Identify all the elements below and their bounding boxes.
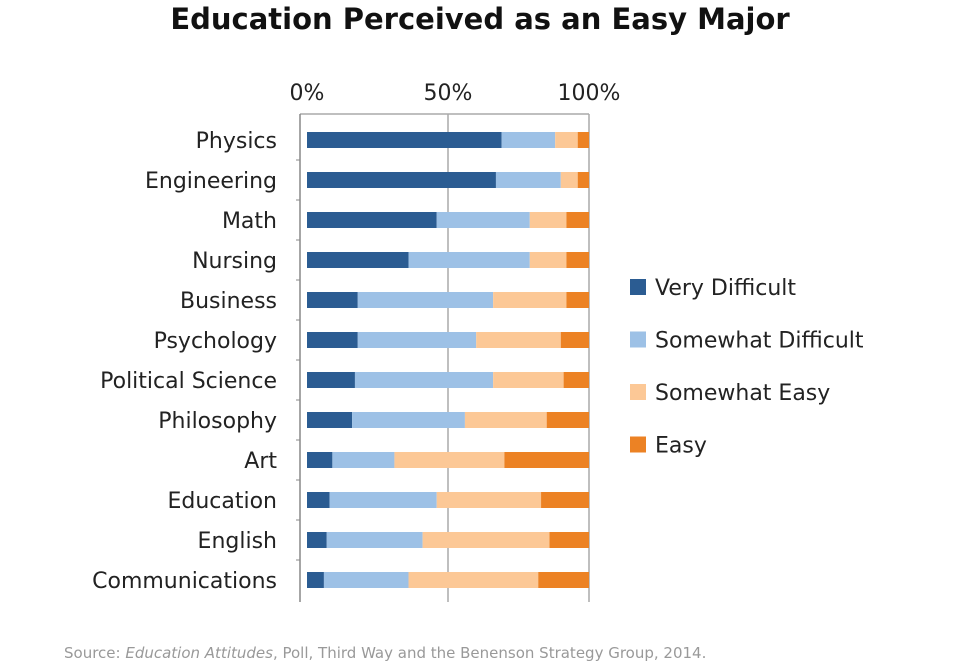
bar-very-difficult (307, 572, 324, 588)
bar-somewhat-difficult (357, 332, 477, 348)
bar-very-difficult (307, 172, 496, 188)
category-label: Political Science (100, 369, 277, 394)
bar-very-difficult (307, 292, 358, 308)
source-note: Source: Education Attitudes, Poll, Third… (64, 644, 707, 662)
bar-easy (566, 212, 589, 228)
category-label: Engineering (145, 169, 277, 194)
bar-somewhat-difficult (354, 372, 494, 388)
bar-very-difficult (307, 532, 327, 548)
category-label: Nursing (192, 249, 277, 274)
bar-easy (577, 132, 589, 148)
bar-somewhat-difficult (495, 172, 561, 188)
legend-swatch (630, 331, 646, 348)
bar-somewhat-easy (493, 292, 567, 308)
bar-somewhat-difficult (357, 292, 494, 308)
category-label: Philosophy (158, 409, 277, 434)
bar-somewhat-difficult (501, 132, 556, 148)
bar-easy (566, 292, 589, 308)
category-label: Physics (196, 129, 277, 154)
legend-label: Somewhat Difficult (655, 329, 864, 354)
bar-very-difficult (307, 132, 502, 148)
bar-easy (566, 252, 589, 268)
bar-somewhat-easy (493, 372, 564, 388)
legend-label: Easy (655, 434, 707, 459)
legend-swatch (630, 384, 646, 400)
bar-easy (504, 452, 589, 468)
bar-somewhat-difficult (436, 212, 530, 228)
x-tick-label: 50% (424, 81, 473, 106)
category-label: Math (222, 209, 277, 234)
bar-easy (546, 412, 589, 428)
chart-title: Education Perceived as an Easy Major (170, 2, 790, 36)
bar-easy (538, 572, 589, 588)
category-label: Business (180, 289, 277, 314)
category-label: Communications (92, 569, 277, 594)
bar-very-difficult (307, 412, 353, 428)
bar-somewhat-easy (394, 452, 505, 468)
bar-very-difficult (307, 372, 355, 388)
bar-easy (560, 332, 589, 348)
bar-somewhat-easy (422, 532, 550, 548)
bar-very-difficult (307, 252, 409, 268)
legend-label: Somewhat Easy (655, 381, 830, 406)
bar-somewhat-difficult (323, 572, 409, 588)
bar-very-difficult (307, 452, 333, 468)
bar-somewhat-easy (436, 492, 542, 508)
bar-somewhat-easy (529, 212, 567, 228)
category-label: Art (244, 449, 277, 474)
bar-easy (563, 372, 589, 388)
bar-somewhat-difficult (326, 532, 423, 548)
legend-swatch (630, 279, 646, 295)
x-tick-label: 100% (558, 81, 621, 106)
bar-somewhat-difficult (352, 412, 465, 428)
bar-very-difficult (307, 492, 330, 508)
bar-somewhat-easy (555, 132, 578, 148)
bar-somewhat-easy (529, 252, 567, 268)
bar-easy (541, 492, 589, 508)
category-label: Education (167, 489, 277, 514)
bar-very-difficult (307, 332, 358, 348)
bar-somewhat-easy (408, 572, 539, 588)
bar-somewhat-easy (476, 332, 561, 348)
legend-label: Very Difficult (655, 276, 796, 301)
x-tick-label: 0% (290, 81, 325, 106)
category-label: English (198, 529, 277, 554)
bar-easy (577, 172, 589, 188)
bar-somewhat-difficult (408, 252, 530, 268)
bar-somewhat-difficult (332, 452, 395, 468)
category-label: Psychology (154, 329, 277, 354)
legend-swatch (630, 436, 646, 453)
bar-somewhat-easy (464, 412, 547, 428)
bar-easy (549, 532, 589, 548)
bar-very-difficult (307, 212, 437, 228)
bar-somewhat-difficult (329, 492, 437, 508)
bar-somewhat-easy (560, 172, 578, 188)
